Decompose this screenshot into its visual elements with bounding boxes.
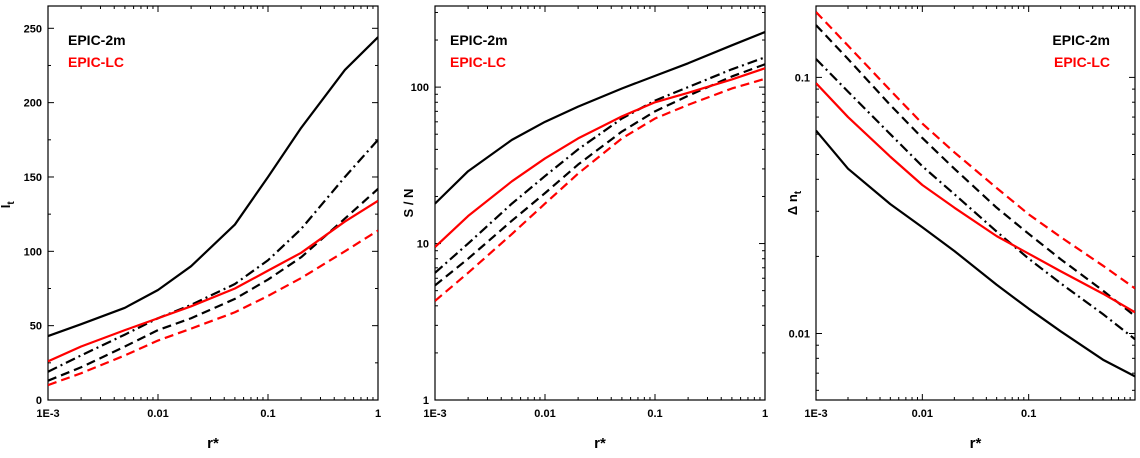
series-line-1 — [816, 129, 1135, 378]
x-tick-label: 0.01 — [534, 408, 555, 420]
x-tick-label: 0.1 — [647, 408, 662, 420]
x-tick-label: 1E-3 — [804, 408, 827, 420]
x-axis-label: r* — [594, 435, 606, 452]
series-line-5 — [48, 229, 378, 387]
legend-entry: EPIC-LC — [450, 54, 506, 70]
series-line-5 — [435, 77, 765, 302]
y-tick-label: 150 — [24, 172, 42, 184]
legend-entry: EPIC-LC — [68, 54, 124, 70]
series-line-2 — [435, 56, 765, 274]
x-tick-label: 1E-3 — [36, 408, 59, 420]
y-tick-label: 0.1 — [795, 72, 810, 84]
series-line-4 — [435, 67, 765, 248]
x-axis-label: r* — [207, 435, 219, 452]
x-axis-label: r* — [970, 435, 982, 452]
legend-entry: EPIC-2m — [1052, 32, 1110, 48]
y-tick-label: 50 — [30, 321, 42, 333]
panel-intensity: 1E-3 0.01 0.1 1 0 50 100 150 200 250 r* It* EPIC-2m E… — [0, 5, 381, 452]
y-tick-label: 200 — [24, 98, 42, 110]
legend-entry: EPIC-2m — [450, 32, 508, 48]
y-tick-label: 250 — [24, 23, 42, 35]
series-line-2 — [48, 139, 378, 373]
y-tick-label: 100 — [24, 246, 42, 258]
y-tick-label: 0 — [36, 395, 42, 407]
plot-frame — [815, 5, 1136, 401]
series-line-5 — [816, 11, 1135, 290]
y-axis-label: It* — [0, 197, 17, 208]
x-tick-label: 1E-3 — [423, 408, 446, 420]
series-line-3 — [48, 188, 378, 382]
series-line-1 — [435, 30, 765, 205]
y-axis-label: S / N — [401, 189, 416, 218]
x-tick-label: 0.01 — [912, 408, 933, 420]
plot-frame — [47, 5, 379, 401]
legend-entry: EPIC-LC — [1054, 54, 1110, 70]
y-tick-label: 10 — [417, 239, 429, 251]
series-line-4 — [48, 199, 378, 363]
y-tick-label: 1 — [423, 395, 429, 407]
x-tick-label: 1 — [762, 408, 768, 420]
panel-signal-to-noise: 1E-3 0.01 0.1 1 1 10 100 r* S / N EPIC-2m EPIC-LC — [401, 5, 768, 452]
panel-delta-n: 1E-3 0.01 0.1 0.01 0.1 r* Δ nt EPIC-2m EPIC-LC — [785, 5, 1136, 452]
y-tick-label: 0.01 — [789, 329, 810, 341]
x-tick-label: 0.1 — [260, 408, 275, 420]
legend-entry: EPIC-2m — [68, 32, 126, 48]
x-tick-label: 0.01 — [147, 408, 168, 420]
series-line-4 — [816, 82, 1135, 314]
x-tick-label: 0.1 — [1021, 408, 1036, 420]
y-axis-label: Δ nt — [785, 190, 804, 215]
series-line-2 — [816, 58, 1135, 341]
series-line-3 — [816, 24, 1135, 317]
series-line-1 — [48, 36, 378, 338]
y-tick-label: 100 — [411, 82, 429, 94]
x-tick-label: 1 — [375, 408, 381, 420]
